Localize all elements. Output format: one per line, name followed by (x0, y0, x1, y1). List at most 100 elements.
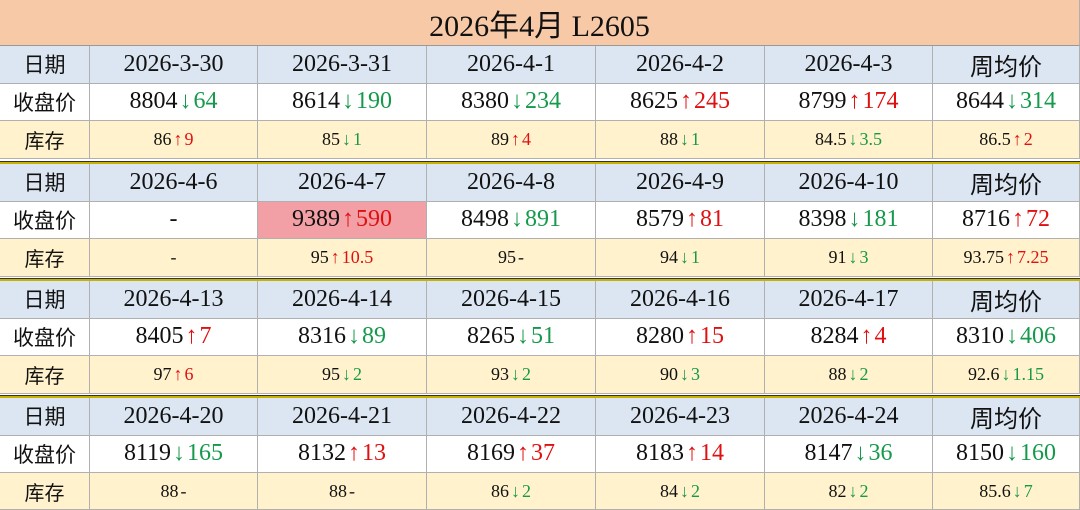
arrow: ↑ (173, 128, 183, 149)
row-label: 日期 (0, 46, 90, 84)
price-cell: 8614 ↓ 190 (258, 83, 427, 121)
price-cell: 8316 ↓ 89 (258, 318, 427, 356)
change: 89 (362, 323, 386, 350)
arrow: ↓ (848, 206, 861, 233)
price-cell: 8150 ↓ 160 (933, 435, 1080, 473)
value: 8280 (636, 323, 684, 350)
value: 8284 (810, 323, 859, 350)
change: 2 (353, 363, 362, 384)
change: - (180, 480, 187, 501)
arrow: ↑ (330, 246, 340, 267)
arrow: ↓ (680, 363, 689, 384)
stock-cell: 91 ↓ 3 (765, 239, 933, 277)
date-cell: 2026-4-3 (765, 46, 933, 84)
change: - (518, 246, 524, 267)
date-cell: 2026-4-2 (596, 46, 765, 84)
stock-cell: 82 ↓ 2 (765, 473, 933, 510)
date-cell: 2026-4-20 (90, 398, 258, 436)
price-cell: 8405 ↑ 7 (90, 318, 258, 356)
change: 891 (525, 206, 561, 233)
price-cell: 8284 ↑ 4 (765, 318, 933, 356)
price-cell: 8310 ↓ 406 (933, 318, 1080, 356)
change: 2 (859, 480, 869, 501)
arrow: ↓ (680, 246, 689, 267)
arrow: ↓ (1012, 480, 1022, 501)
stock-cell: 86 ↑ 9 (90, 121, 258, 159)
date-cell: 2026-4-16 (596, 281, 765, 319)
date-cell: 2026-4-10 (765, 164, 933, 202)
change: 7 (1023, 480, 1033, 501)
date-cell: 2026-4-21 (258, 398, 427, 436)
price-cell: 8169 ↑ 37 (427, 435, 596, 473)
stock-cell: 84 ↓ 2 (596, 473, 765, 510)
value: 8405 (135, 323, 184, 350)
value: 85.6 (979, 480, 1011, 501)
title: 2026年4月 L2605 (0, 0, 1080, 46)
price-cell: 8799 ↑ 174 (765, 83, 933, 121)
change: 2 (522, 363, 531, 384)
row-label: 库存 (0, 473, 90, 510)
arrow: ↓ (848, 480, 858, 501)
date-cell: 周均价 (933, 46, 1080, 84)
change: 3 (691, 363, 700, 384)
value: 84.5 (815, 128, 847, 149)
value: 95 (498, 246, 516, 267)
change: 181 (862, 206, 899, 233)
arrow: ↑ (511, 128, 520, 149)
arrow: ↑ (860, 323, 873, 350)
stock-cell: 86 ↓ 2 (427, 473, 596, 510)
value: 92.6 (968, 363, 1000, 384)
value: 88 (160, 480, 179, 501)
arrow: ↓ (342, 128, 351, 149)
price-cell: 8398 ↓ 181 (765, 201, 933, 239)
arrow: ↓ (511, 88, 523, 115)
stock-cell: 86.5 ↑ 2 (933, 121, 1080, 159)
value: 97 (153, 363, 172, 384)
change: 1 (691, 246, 700, 267)
change: 4 (874, 323, 887, 350)
date-cell: 2026-4-17 (765, 281, 933, 319)
arrow: ↓ (854, 440, 867, 467)
price-cell: 8579 ↑ 81 (596, 201, 765, 239)
arrow: ↓ (342, 88, 354, 115)
date-cell: 2026-4-1 (427, 46, 596, 84)
arrow: ↓ (1006, 440, 1018, 467)
date-cell: 2026-4-14 (258, 281, 427, 319)
stock-cell: 90 ↓ 3 (596, 356, 765, 394)
date-cell: 2026-4-7 (258, 164, 427, 202)
value: 8310 (956, 323, 1004, 350)
change: 2 (1023, 128, 1033, 149)
price-cell: - (90, 201, 258, 239)
date-cell: 周均价 (933, 164, 1080, 202)
price-cell: 8716 ↑ 72 (933, 201, 1080, 239)
date-cell: 2026-3-30 (90, 46, 258, 84)
change: 4 (522, 128, 531, 149)
change: 1.15 (1012, 363, 1045, 384)
arrow: ↑ (680, 88, 692, 115)
change: 3.5 (859, 128, 883, 149)
arrow: ↑ (686, 440, 698, 467)
date-cell: 2026-4-9 (596, 164, 765, 202)
value: 8498 (461, 206, 509, 233)
stock-cell: 84.5 ↓ 3.5 (765, 121, 933, 159)
arrow: ↓ (342, 363, 351, 384)
row-label: 库存 (0, 239, 90, 277)
value: 94 (660, 246, 678, 267)
arrow: ↓ (680, 128, 689, 149)
value: 90 (660, 363, 678, 384)
block-separator (0, 395, 1080, 398)
change: 1 (353, 128, 362, 149)
value: 8716 (962, 206, 1010, 233)
arrow: ↑ (185, 323, 198, 350)
arrow: ↓ (348, 323, 360, 350)
arrow: ↓ (848, 128, 858, 149)
change: 2 (691, 480, 700, 501)
price-cell: 8380 ↓ 234 (427, 83, 596, 121)
price-cell: 8498 ↓ 891 (427, 201, 596, 239)
stock-cell: 95- (427, 239, 596, 277)
stock-cell: 93 ↓ 2 (427, 356, 596, 394)
stock-cell: 97 ↑ 6 (90, 356, 258, 394)
price-cell: 9389 ↑ 590 (258, 201, 427, 239)
price-cell: 8625 ↑ 245 (596, 83, 765, 121)
value: 8132 (298, 440, 346, 467)
